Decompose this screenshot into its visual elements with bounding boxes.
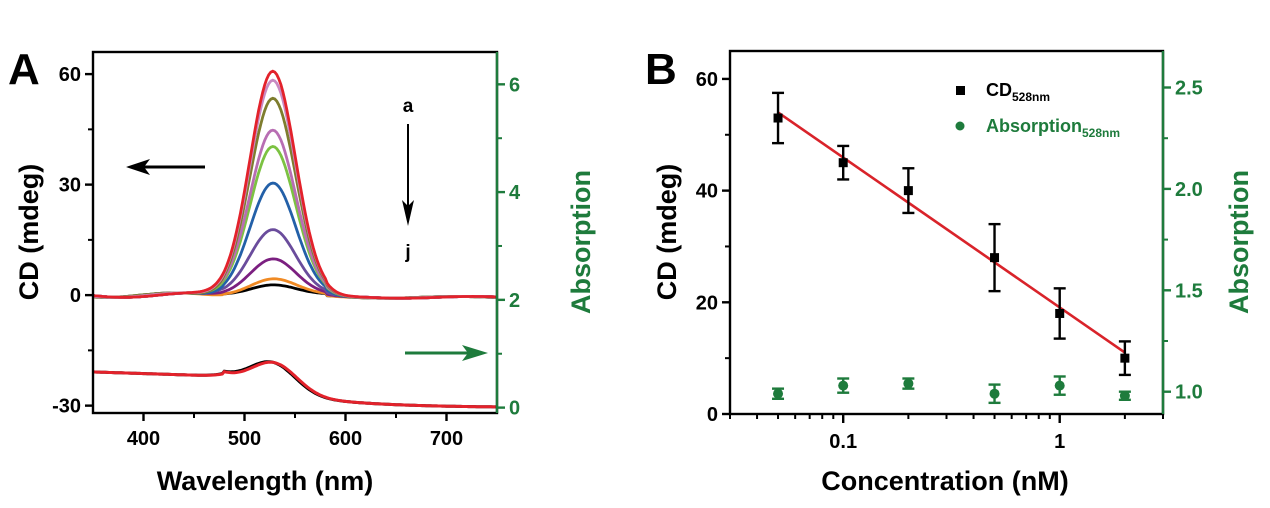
cd-point [1118,340,1131,377]
a-x-tick-label: 500 [228,428,261,450]
absorption-point [902,377,915,390]
absorption-point [772,387,785,400]
b-y-tick-label: 60 [696,69,718,91]
fit-line [777,111,1126,354]
b-ticks: 0.1 1 0 20 40 60 1.0 1.5 2.0 2.5 [696,69,1203,453]
a-y-tick-label: -30 [52,396,81,418]
cd-point [988,222,1001,293]
cd-marker [838,158,848,168]
a-x-tick-label: 600 [329,428,362,450]
b-y-tick-label: 40 [696,181,718,203]
cd-point [1053,287,1066,340]
a-plot-frame [91,50,499,415]
absorption-point [1053,375,1066,396]
annotation-a: a [403,96,414,117]
a-curves [92,69,498,409]
cd-axis-arrow-icon [126,159,205,175]
cd-point [902,167,915,215]
b-plot-frame [728,49,1165,416]
absorption-point [1118,390,1131,402]
b-x-axis-label: Concentration (nM) [821,466,1068,496]
legend-cd-label: CD528nm [986,80,1050,104]
a-x-tick-label: 700 [430,428,463,450]
panel-b: B 0.1 1 0 20 40 60 1.0 1.5 2.0 2.5 Concentration … [645,45,1254,496]
absorption-marker [773,388,784,399]
a-y-tick-label: 30 [59,175,81,197]
absorption-line-abs-red [92,360,497,409]
cd-line-a [92,69,497,300]
a-y2-axis-label: Absorption [566,170,596,314]
a-y-tick-label: 60 [59,64,81,86]
annotation-j: j [404,242,410,263]
absorption-marker [1054,380,1065,391]
absorption-marker [838,380,849,391]
panel-label-a: A [8,45,40,94]
a-y-axis-label: CD (mdeg) [14,164,44,301]
b-y-tick-label: 20 [696,292,718,314]
b-legend: CD528nm Absorption528nm [955,80,1120,140]
legend-cd-marker [956,86,965,95]
absorption-marker [989,388,1000,399]
absorption-marker [1119,390,1130,401]
absorption-point [837,377,850,394]
b-x-tick-label: 1 [1054,431,1065,453]
absorption-axis-arrow-icon [405,345,488,361]
a-x-axis-label: Wavelength (nm) [157,466,374,496]
cd-marker [773,113,783,123]
legend-absorption-label: Absorption528nm [986,116,1120,140]
cd-line-h [92,257,498,300]
b-y-axis-label: CD (mdeg) [652,164,682,301]
b-x-tick-label: 0.1 [829,431,857,453]
b-y-tick-label: 0 [707,404,718,426]
a-y2-tick-label: 4 [509,182,521,204]
a-y2-tick-label: 6 [509,74,520,96]
a-y2-tick-label: 2 [509,290,520,312]
b-marks [772,91,1131,405]
cd-marker [1120,353,1130,363]
absorption-point [988,383,1001,405]
cd-point [772,91,785,145]
b-y2-tick-label: 2.0 [1175,179,1203,201]
cd-point [837,144,850,181]
b-y2-tick-label: 1.5 [1175,280,1203,302]
cd-marker [990,253,1000,263]
a-x-tick-label: 400 [127,428,160,450]
a-y2-tick-label: 0 [509,398,520,420]
a-y-tick-label: 0 [70,285,81,307]
b-y2-axis-label: Absorption [1224,170,1254,314]
legend-absorption-marker [955,121,965,131]
cd-marker [903,186,913,196]
absorption-line-abs-black [92,360,497,409]
absorption-marker [903,378,914,389]
panel-label-b: B [645,45,677,94]
b-y2-tick-label: 1.0 [1175,382,1203,404]
b-y2-tick-label: 2.5 [1175,78,1203,100]
a-to-j-arrow-icon [402,124,414,226]
cd-marker [1055,308,1065,318]
